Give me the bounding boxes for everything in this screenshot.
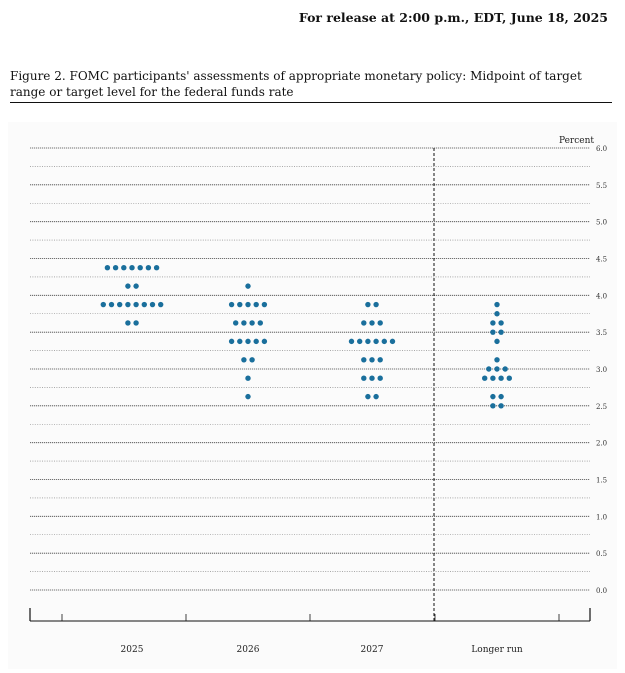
participant-dot	[490, 329, 496, 335]
caption-rule	[10, 102, 612, 103]
participant-dot	[137, 265, 143, 271]
participant-dot	[498, 403, 504, 409]
participant-dot	[494, 357, 500, 363]
participant-dot	[100, 301, 107, 308]
participant-dot	[125, 320, 131, 326]
participant-dot	[241, 320, 247, 326]
participant-dot	[108, 301, 115, 308]
participant-dot	[373, 338, 379, 345]
x-tick-label: 2026	[237, 645, 260, 655]
participant-dot	[133, 320, 139, 326]
participant-dot	[249, 320, 255, 326]
participant-dot	[245, 301, 251, 308]
y-tick-label: 0.0	[596, 587, 607, 595]
participant-dot	[361, 375, 367, 381]
participant-dot	[241, 357, 247, 363]
participant-dot	[490, 375, 496, 381]
participant-dot	[490, 393, 496, 400]
y-tick-label: 1.5	[596, 477, 607, 485]
participant-dot	[369, 357, 375, 363]
participant-dot	[498, 393, 504, 400]
participant-dot	[141, 301, 147, 308]
participant-dot	[121, 265, 127, 271]
participant-dot	[361, 320, 367, 326]
dot-plot-chart: Percent 0.0 0.5 1.0 1.5 2.0 2.5 3.0 3.5 4.0 4.5 5.…	[29, 136, 607, 655]
participant-dot	[257, 320, 263, 326]
participant-dot	[357, 338, 363, 345]
participant-dot	[365, 393, 371, 400]
participant-dot	[245, 338, 251, 345]
x-tick-label: 2027	[361, 645, 384, 655]
participant-dot	[245, 283, 251, 289]
participant-dot	[149, 301, 156, 308]
participant-dot	[490, 403, 496, 409]
y-tick-label: 4.0	[596, 292, 607, 300]
participant-dot	[369, 375, 375, 381]
y-tick-label: 1.0	[596, 513, 607, 521]
y-tick-label: 5.5	[596, 182, 607, 190]
participant-dot	[494, 366, 500, 372]
participant-dot	[117, 301, 123, 308]
participant-dot	[133, 301, 139, 308]
y-tick-label: 4.5	[596, 256, 607, 264]
participant-dot	[112, 265, 119, 271]
y-tick-label: 0.5	[596, 550, 607, 558]
x-tick-label: 2025	[121, 645, 144, 655]
participant-dot	[506, 375, 512, 381]
participant-dot	[490, 320, 496, 326]
participant-dot	[482, 375, 488, 381]
participant-dot	[498, 329, 504, 335]
participant-dot	[237, 301, 243, 308]
participant-dot	[498, 320, 504, 326]
participant-dot	[389, 338, 396, 345]
participant-dot	[502, 366, 508, 372]
participant-dot	[361, 357, 367, 363]
participant-dot	[377, 357, 383, 363]
y-tick-label: 6.0	[596, 145, 607, 153]
participant-dot	[125, 283, 131, 289]
participant-dot	[158, 301, 164, 308]
participant-dot	[233, 320, 239, 326]
participant-dot	[494, 301, 500, 308]
participant-dot	[261, 338, 268, 345]
participant-dot	[228, 338, 235, 345]
y-axis-label: Percent	[559, 136, 594, 146]
participant-dot	[365, 301, 371, 308]
x-tick-label: Longer run	[471, 645, 523, 655]
participant-dot	[365, 338, 371, 345]
y-tick-label: 3.0	[596, 366, 607, 374]
participant-dot	[245, 375, 251, 381]
participant-dot	[369, 320, 375, 326]
y-tick-label: 2.5	[596, 403, 607, 411]
participant-dot	[129, 265, 135, 271]
participant-dot	[125, 301, 131, 308]
participant-dot	[261, 301, 268, 308]
participant-dot	[253, 338, 259, 345]
y-tick-label: 3.5	[596, 329, 607, 337]
participant-dot	[377, 320, 383, 326]
figure-caption: Figure 2. FOMC participants' assessments…	[10, 69, 582, 99]
dot-plot-area: Percent 0.0 0.5 1.0 1.5 2.0 2.5 3.0 3.5 4.0 4.5 5.…	[8, 122, 617, 669]
participant-dot	[145, 265, 152, 271]
participant-dot	[494, 311, 500, 317]
release-note: For release at 2:00 p.m., EDT, June 18, …	[298, 10, 608, 25]
y-tick-label: 2.0	[596, 440, 607, 448]
participant-dot	[373, 301, 379, 308]
participant-dot	[228, 301, 235, 308]
participant-dot	[133, 283, 139, 289]
participant-dot	[381, 338, 387, 345]
participant-dot	[348, 338, 355, 345]
participant-dot	[377, 375, 383, 381]
participant-dot	[249, 357, 255, 363]
participant-dot	[237, 338, 243, 345]
participant-dot	[245, 393, 251, 400]
participant-dot	[373, 393, 379, 400]
participant-dot	[498, 375, 504, 381]
participant-dot	[104, 265, 111, 271]
participant-dot	[253, 301, 259, 308]
y-tick-label: 5.0	[596, 219, 607, 227]
participant-dot	[494, 338, 500, 345]
participant-dot	[486, 366, 492, 372]
participant-dot	[153, 265, 160, 271]
